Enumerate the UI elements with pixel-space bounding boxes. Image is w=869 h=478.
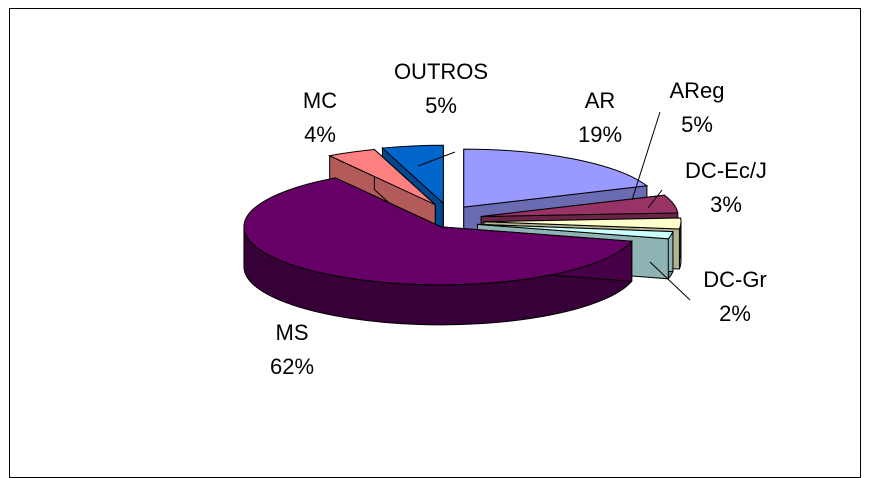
- percent-dc-ec-j: 3%: [710, 192, 742, 217]
- slice-outros: [381, 144, 444, 205]
- pie-chart: AR 19% AReg 5% DC-Ec/J 3% DC-Gr 2% MS 62% MC 4% OUTR…: [243, 59, 767, 379]
- label-dc-ec-j: DC-Ec/J: [685, 158, 767, 183]
- slice-dc-ec-j: [483, 217, 682, 230]
- pie-tops: [243, 144, 682, 286]
- leader-lines: [417, 111, 691, 301]
- slice-dc-gr: [477, 223, 674, 240]
- slice-ms: [243, 177, 633, 286]
- leader-line: [649, 261, 691, 301]
- leader-line: [647, 189, 663, 209]
- label-mc: MC: [303, 88, 337, 113]
- slice-ar: [463, 148, 649, 208]
- slice-areg: [481, 194, 679, 218]
- leader-line: [631, 111, 661, 201]
- percent-outros: 5%: [425, 93, 457, 118]
- percent-areg: 5%: [681, 112, 713, 137]
- label-dc-gr: DC-Gr: [703, 267, 767, 292]
- slice-mc: [328, 149, 436, 206]
- label-outros: OUTROS: [394, 59, 488, 84]
- label-areg: AReg: [669, 78, 724, 103]
- percent-dc-gr: 2%: [719, 301, 751, 326]
- slice-labels: AR 19% AReg 5% DC-Ec/J 3% DC-Gr 2% MS 62% MC 4% OUTR…: [270, 59, 767, 379]
- label-ar: AR: [585, 88, 616, 113]
- percent-ms: 62%: [270, 354, 314, 379]
- label-ms: MS: [276, 320, 309, 345]
- leader-line: [417, 151, 456, 167]
- percent-ar: 19%: [578, 122, 622, 147]
- percent-mc: 4%: [304, 122, 336, 147]
